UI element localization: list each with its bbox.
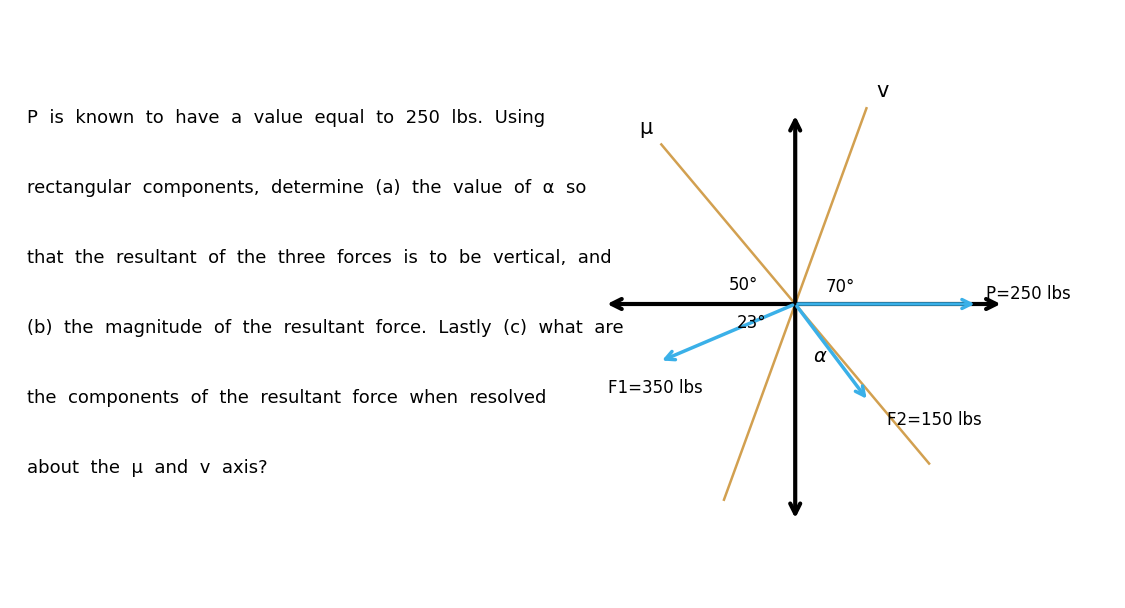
Text: the  components  of  the  resultant  force  when  resolved: the components of the resultant force wh… xyxy=(27,389,547,407)
Text: F1=350 lbs: F1=350 lbs xyxy=(608,379,702,397)
Text: that  the  resultant  of  the  three  forces  is  to  be  vertical,  and: that the resultant of the three forces i… xyxy=(27,249,612,268)
Text: F2=150 lbs: F2=150 lbs xyxy=(888,412,982,429)
Text: v: v xyxy=(876,81,889,102)
Text: P=250 lbs: P=250 lbs xyxy=(987,285,1071,303)
Text: about  the  μ  and  v  axis?: about the μ and v axis? xyxy=(27,459,268,477)
Text: 50°: 50° xyxy=(729,276,758,294)
Text: 70°: 70° xyxy=(826,278,855,295)
Text: 23°: 23° xyxy=(737,314,766,332)
Text: α: α xyxy=(813,347,826,365)
Text: P  is  known  to  have  a  value  equal  to  250  lbs.  Using: P is known to have a value equal to 250 … xyxy=(27,109,546,128)
Text: μ: μ xyxy=(639,117,652,137)
Text: rectangular  components,  determine  (a)  the  value  of  α  so: rectangular components, determine (a) th… xyxy=(27,179,586,198)
Text: (b)  the  magnitude  of  the  resultant  force.  Lastly  (c)  what  are: (b) the magnitude of the resultant force… xyxy=(27,319,623,337)
